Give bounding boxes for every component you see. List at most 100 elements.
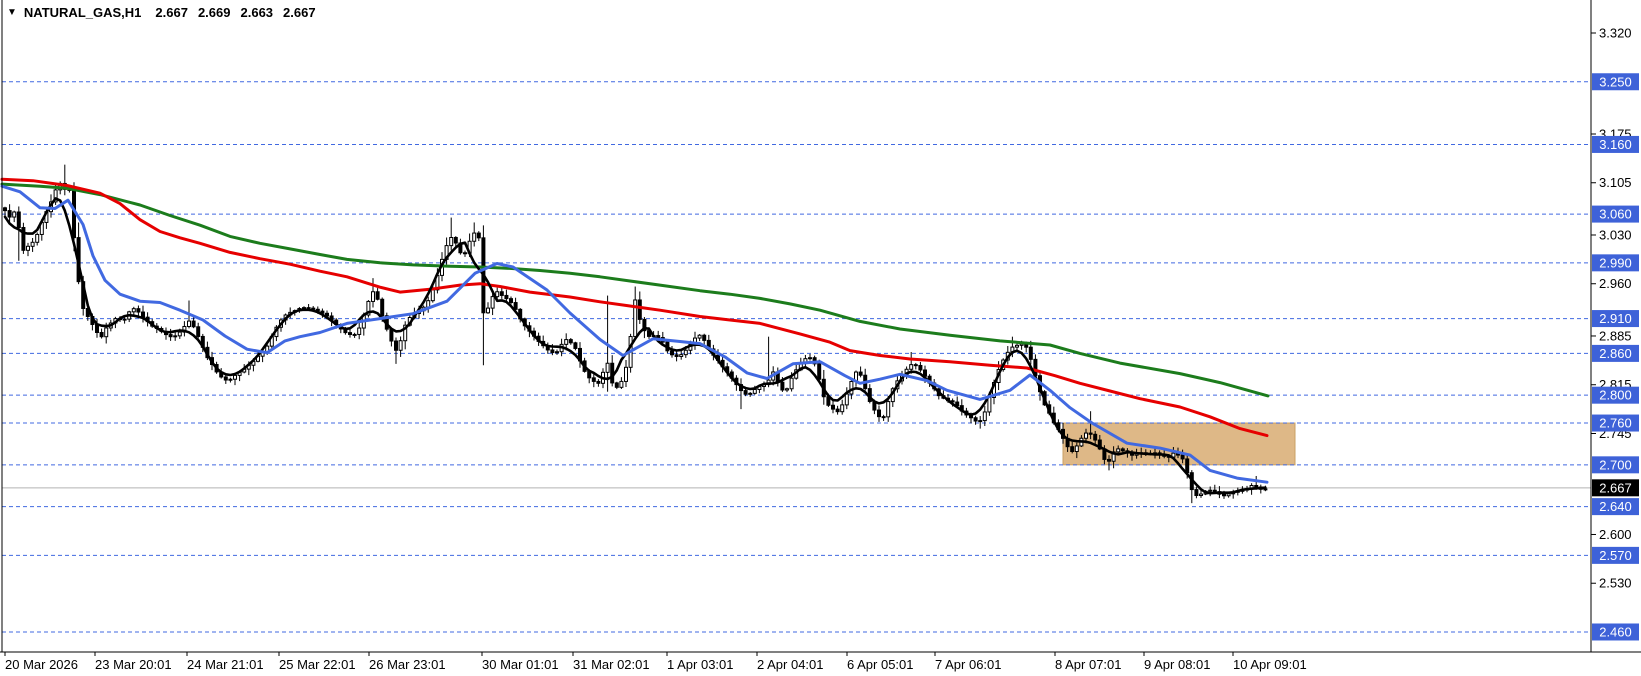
svg-text:3.160: 3.160 [1599,137,1632,152]
price-level-badge: 2.860 [1592,344,1639,362]
candlestick [1093,430,1098,445]
candlestick [1088,411,1093,440]
candlestick [12,210,17,223]
candlestick [1111,446,1116,469]
candlestick [674,349,679,362]
time-axis-label: 2 Apr 04:01 [757,657,824,672]
svg-text:2.800: 2.800 [1599,388,1632,403]
candlestick [486,302,490,314]
time-axis-label: 10 Apr 09:01 [1233,657,1307,672]
candlestick [499,287,504,299]
svg-text:2.860: 2.860 [1599,346,1632,361]
ohlc-open-value: 2.667 [155,5,188,20]
time-axis-label: 25 Mar 22:01 [279,657,356,672]
candlestick [394,337,398,364]
time-axis-label: 1 Apr 03:01 [667,657,734,672]
svg-text:2.640: 2.640 [1599,499,1632,514]
svg-text:2.910: 2.910 [1599,311,1632,326]
candlestick [831,399,835,414]
candlestick [1199,490,1203,498]
time-axis-label: 24 Mar 21:01 [187,657,264,672]
ohlc-close-value: 2.667 [283,5,316,20]
svg-text:2.460: 2.460 [1599,624,1632,639]
candlestick [858,366,863,378]
candlestick [35,232,40,246]
candlestick [1107,455,1111,471]
candlestick [463,250,467,257]
ma-blue-line [0,184,1269,484]
candlestick [1194,486,1199,499]
price-level-badge: 2.700 [1592,456,1639,474]
candlestick [7,204,12,224]
candlestick [1070,441,1075,454]
candlestick [1074,442,1079,459]
candlestick [16,206,21,261]
candlestick [1208,486,1213,497]
ohlc-low-value: 2.663 [240,5,274,20]
time-axis-label: 31 Mar 02:01 [573,657,650,672]
candlestick [366,300,371,318]
price-level-badge: 3.160 [1592,135,1639,153]
candlestick [228,377,233,383]
svg-text:2.700: 2.700 [1599,457,1632,472]
ma-green-line [0,182,1270,398]
price-axis-label: 2.885 [1599,328,1632,343]
svg-text:3.060: 3.060 [1599,207,1632,222]
candlestick [99,328,104,339]
candlestick [748,391,753,397]
time-axis-label: 9 Apr 08:01 [1144,657,1211,672]
svg-text:2.570: 2.570 [1599,548,1632,563]
time-axis: 20 Mar 2026 23 Mar 20:01 24 Mar 21:01 25 Ma… [4,652,1307,672]
candlestick [371,278,375,308]
candlestick [476,231,481,242]
candlestick [697,334,702,342]
candlestick [973,415,978,425]
candlestick [808,353,812,361]
candlestick [624,359,628,387]
candlestick [835,405,840,415]
price-level-badge: 2.910 [1592,310,1639,328]
price-level-badge: 3.060 [1592,205,1639,223]
price-level-badge: 2.570 [1592,546,1639,564]
candlestick [490,293,495,316]
candlestick [978,416,983,429]
svg-text:3.250: 3.250 [1599,74,1632,89]
svg-text:2.990: 2.990 [1599,255,1632,270]
candlestick [877,405,881,422]
price-level-badge: 2.640 [1592,498,1639,516]
candlestick [918,361,923,373]
candlestick [375,288,380,301]
time-axis-label: 6 Apr 05:01 [847,657,914,672]
candlestick [785,387,789,393]
price-axis-label: 3.320 [1599,26,1632,41]
price-level-badge: 3.250 [1592,73,1639,91]
chart-title-bar: ▼ NATURAL_GAS,H1 2.667 2.669 2.663 2.667 [7,5,316,20]
price-axis-label: 2.530 [1599,576,1632,591]
candlestick [568,338,573,345]
svg-text:2.760: 2.760 [1599,416,1632,431]
candlestick [555,349,559,355]
candlestick [30,238,35,252]
candlestick [982,405,987,427]
price-axis-label: 3.105 [1599,175,1632,190]
time-axis-label: 8 Apr 07:01 [1055,657,1122,672]
candlestick [509,296,513,305]
price-level-badge: 2.760 [1592,414,1639,432]
candlestick [840,399,845,415]
svg-text:2.667: 2.667 [1599,480,1632,495]
chart-frame [0,0,1641,653]
time-axis-label: 23 Mar 20:01 [95,657,172,672]
candlestick [909,351,914,374]
price-axis-label: 2.600 [1599,527,1632,542]
collapse-triangle-icon[interactable]: ▼ [7,7,17,18]
candlestick [591,372,596,388]
candlestick [403,321,408,350]
ohlc-high-value: 2.669 [197,5,231,20]
time-axis-label: 26 Mar 23:01 [369,657,446,672]
candlestick [619,377,624,389]
candlestick [449,217,454,251]
price-level-badge: 2.990 [1592,254,1639,272]
